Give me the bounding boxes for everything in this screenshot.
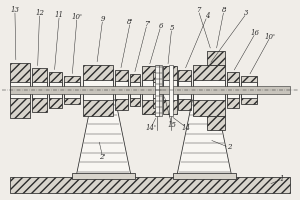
Bar <box>10 86 290 94</box>
Bar <box>32 68 47 112</box>
Bar <box>50 82 62 98</box>
Text: 4: 4 <box>205 12 209 20</box>
Bar <box>10 82 30 98</box>
Bar <box>115 70 128 110</box>
Text: 2': 2' <box>100 153 106 161</box>
Text: 2: 2 <box>226 143 231 151</box>
Text: 10': 10' <box>72 13 83 21</box>
Bar <box>163 66 177 114</box>
Text: 7': 7' <box>144 20 150 28</box>
Bar <box>169 64 173 116</box>
Bar <box>153 72 158 82</box>
Bar <box>10 63 30 118</box>
Bar <box>83 64 112 116</box>
Bar <box>83 80 112 100</box>
Bar <box>72 173 135 179</box>
Text: 14': 14' <box>146 124 156 132</box>
Text: 8': 8' <box>127 18 134 26</box>
Bar <box>10 177 290 193</box>
Text: 16: 16 <box>251 29 260 37</box>
Bar <box>178 81 191 99</box>
Text: 10': 10' <box>265 33 276 41</box>
Bar <box>50 72 62 108</box>
Bar <box>194 80 225 100</box>
Polygon shape <box>177 100 232 177</box>
Text: 14: 14 <box>182 124 191 132</box>
Bar <box>207 51 225 64</box>
Bar <box>227 82 239 98</box>
Text: 12: 12 <box>35 9 44 17</box>
Bar <box>64 76 80 104</box>
Text: 15: 15 <box>167 121 176 129</box>
Bar <box>64 82 80 98</box>
Text: 5: 5 <box>169 24 174 32</box>
Bar <box>207 116 225 130</box>
Bar <box>115 81 128 99</box>
Text: 6: 6 <box>159 22 163 30</box>
Text: 1: 1 <box>280 175 284 183</box>
Bar <box>130 82 140 98</box>
Bar <box>142 80 158 100</box>
Bar <box>173 173 236 179</box>
Text: 3: 3 <box>244 9 249 17</box>
Polygon shape <box>76 100 131 177</box>
Bar <box>153 82 158 98</box>
Bar <box>142 66 158 114</box>
Bar <box>241 76 256 104</box>
Text: 13: 13 <box>11 6 20 14</box>
Bar <box>158 86 170 94</box>
Bar <box>241 82 256 98</box>
Text: 9: 9 <box>100 15 105 23</box>
Bar <box>194 64 225 116</box>
Bar <box>155 64 159 116</box>
Bar <box>178 70 191 110</box>
Bar <box>153 98 158 108</box>
Bar <box>227 72 239 108</box>
Bar <box>170 72 175 82</box>
Bar <box>163 80 177 100</box>
Bar <box>130 74 140 106</box>
Bar <box>170 98 175 108</box>
Text: 7: 7 <box>196 6 201 14</box>
Bar <box>32 82 47 98</box>
Bar <box>156 64 162 116</box>
Text: 11: 11 <box>55 11 64 19</box>
Bar <box>170 82 175 98</box>
Text: 8: 8 <box>222 6 226 14</box>
